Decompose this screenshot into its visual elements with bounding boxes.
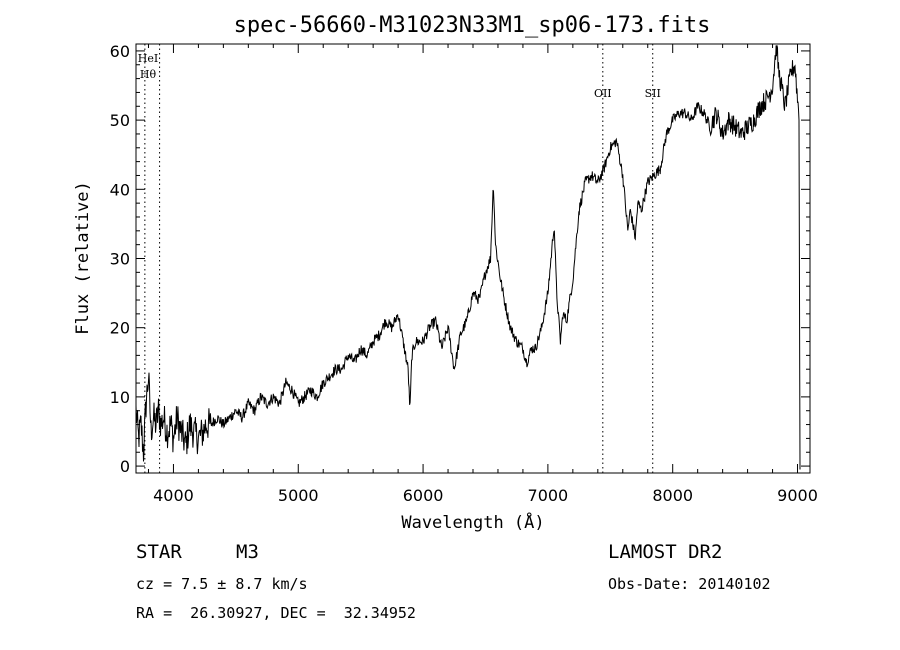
y-tick-label: 10 [110,388,130,407]
coordinates: RA = 26.30927, DEC = 32.34952 [136,604,416,622]
chart-title: spec-56660-M31023N33M1_sp06-173.fits [234,13,711,38]
object-class: STAR [136,541,182,563]
y-tick-label: 40 [110,180,130,199]
object-subclass: M3 [236,541,259,563]
x-tick-label: 9000 [777,486,818,505]
y-tick-label: 50 [110,111,130,130]
x-axis-label: Wavelength (Å) [401,511,544,533]
spectrum-line [135,45,801,470]
y-tick-label: 0 [120,457,130,476]
marker-label: HeI [138,52,158,65]
marker-label: SII [645,87,661,100]
plot-frame [135,43,811,474]
y-tick-label: 60 [110,42,130,61]
line-markers: HeI Hθ OII SII [138,44,661,473]
y-tick-label: 30 [110,250,130,269]
y-tick-label: 20 [110,319,130,338]
spectrum-chart: spec-56660-M31023N33M1_sp06-173.fits 400… [73,13,818,533]
x-tick-label: 8000 [652,486,693,505]
survey-name: LAMOST DR2 [608,541,723,563]
x-tick-label: 7000 [528,486,569,505]
marker-label: OII [594,87,612,100]
axis-ticks: 4000 5000 6000 7000 8000 9000 0 10 20 30 40 50 60 [110,42,818,505]
x-tick-label: 5000 [278,486,319,505]
x-tick-label: 6000 [403,486,444,505]
marker-label: Hθ [140,68,157,81]
redshift-line: cz = 7.5 ± 8.7 km/s [136,575,308,593]
obs-date: Obs-Date: 20140102 [608,575,771,593]
x-tick-label: 4000 [153,486,194,505]
y-axis-label: Flux (relative) [73,181,93,335]
